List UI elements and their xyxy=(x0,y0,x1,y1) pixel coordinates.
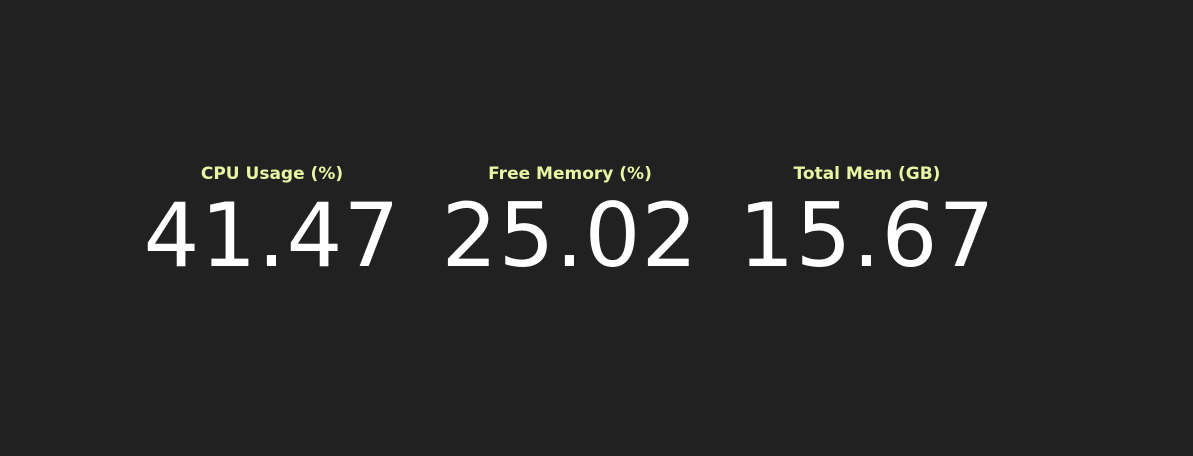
total-memory-value: 15.67 xyxy=(738,184,996,287)
cpu-usage-stat: CPU Usage (%) 41.47 xyxy=(127,160,417,284)
free-memory-stat: Free Memory (%) 25.02 xyxy=(425,160,715,284)
free-memory-value: 25.02 xyxy=(441,184,699,287)
total-memory-label: Total Mem (GB) xyxy=(793,164,941,184)
cpu-usage-value: 41.47 xyxy=(143,184,401,287)
total-memory-stat: Total Mem (GB) 15.67 xyxy=(722,160,1012,284)
cpu-usage-label: CPU Usage (%) xyxy=(200,164,344,184)
free-memory-label: Free Memory (%) xyxy=(488,164,652,184)
